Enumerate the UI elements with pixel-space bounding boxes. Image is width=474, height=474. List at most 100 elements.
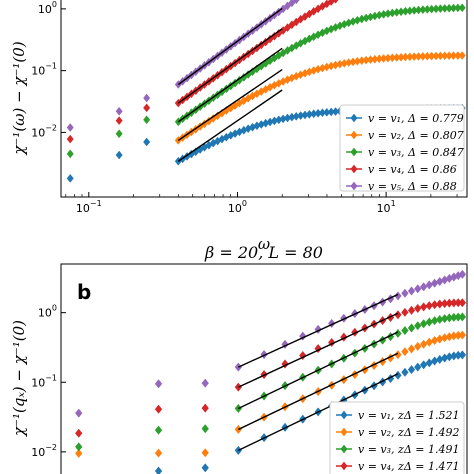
data-point [401, 347, 409, 357]
legend-label: v = v₁, zΔ = 1.521 [358, 409, 459, 422]
fit-line [238, 293, 399, 368]
legend-marker [340, 410, 348, 420]
panel-b-letter: b [77, 280, 91, 304]
legend-label: v = v₂, Δ = 0.807 [368, 129, 464, 142]
legend-marker [350, 130, 358, 140]
data-point [75, 448, 83, 459]
data-point [154, 404, 163, 414]
data-point [75, 408, 83, 418]
data-point [340, 332, 348, 342]
legend-label: v = v₃, Δ = 0.847 [368, 146, 464, 159]
panel-b-ylabel: χ⁻¹(qₓ) − χ⁻¹(0) [10, 320, 28, 437]
panel-b-title: β = 20, L = 80 [204, 243, 323, 262]
data-point [75, 442, 83, 452]
data-point [430, 356, 439, 366]
data-point [143, 115, 151, 125]
data-point [143, 137, 151, 147]
data-point [328, 337, 336, 348]
data-point [234, 403, 243, 414]
legend-label: v = v₂, zΔ = 1.492 [358, 426, 459, 439]
data-point [414, 321, 422, 331]
legend-marker [340, 427, 348, 437]
data-point [419, 319, 428, 329]
data-point [414, 284, 422, 294]
x-tick-label: 101 [377, 199, 396, 215]
y-tick-label: 10−1 [31, 62, 57, 78]
data-point [425, 358, 433, 368]
data-point [430, 278, 439, 288]
legend-marker [350, 181, 358, 191]
y-tick-label: 10−2 [31, 123, 57, 139]
legend-label: v = v₄, zΔ = 1.471 [358, 460, 459, 473]
data-point [407, 364, 416, 375]
data-point [394, 291, 402, 301]
data-point [386, 332, 395, 342]
data-point [401, 288, 409, 298]
data-point [394, 350, 402, 360]
data-point [66, 123, 74, 132]
panel-a-ylabel: χ⁻¹(ω) − χ⁻¹(0) [10, 41, 28, 155]
data-point [328, 318, 336, 329]
fit-line [238, 373, 399, 452]
data-point [154, 466, 163, 474]
legend-label: v = v₄, Δ = 0.86 [368, 163, 457, 176]
data-point [201, 378, 209, 388]
data-point [292, 0, 300, 5]
y-tick-label: 100 [38, 0, 57, 16]
panel-b: β = 20, L = 80 b 10−2 10−1 100 χ⁻¹(qₓ) − χ… [10, 243, 468, 474]
x-tick-label: 100 [228, 199, 247, 215]
data-point [401, 325, 409, 336]
data-point [115, 116, 123, 126]
data-point [201, 448, 209, 458]
data-point [154, 448, 163, 458]
data-point [394, 310, 402, 320]
fit-line [238, 312, 399, 388]
panel-b-frame [60, 263, 468, 474]
data-point [430, 335, 439, 346]
legend-marker [350, 147, 358, 157]
panel-a-xlabel: ω [258, 235, 270, 253]
data-point [115, 129, 123, 139]
y-tick-label: 10−2 [31, 443, 57, 459]
data-point [419, 339, 428, 349]
data-point [75, 428, 83, 438]
data-point [419, 302, 428, 312]
data-point [414, 341, 422, 352]
data-point [115, 106, 123, 116]
data-point [143, 93, 151, 103]
y-tick-label: 100 [38, 304, 57, 320]
data-point [401, 367, 409, 377]
legend-marker [350, 164, 358, 174]
data-point [340, 313, 348, 323]
legend-label: v = v₅, Δ = 0.88 [368, 180, 457, 193]
data-point [425, 280, 433, 290]
data-point [332, 0, 339, 4]
legend-label: v = v₁, Δ = 0.779 [368, 112, 464, 125]
data-point [407, 286, 416, 296]
fit-line [177, 28, 283, 104]
fit-line [177, 7, 283, 86]
data-point [458, 51, 466, 60]
panel-b-legend: v = v₁, zΔ = 1.521 v = v₂, zΔ = 1.492 v = … [329, 401, 465, 474]
legend-marker [350, 113, 358, 123]
data-point [394, 370, 402, 380]
x-tick-label: 10−1 [76, 199, 102, 215]
data-point [430, 316, 439, 326]
data-point [414, 303, 422, 314]
data-point [115, 150, 123, 160]
data-point [425, 337, 433, 347]
data-point [351, 327, 359, 337]
data-point [458, 3, 466, 13]
fit-line [177, 47, 283, 123]
data-point [458, 298, 467, 308]
data-point [414, 362, 422, 372]
data-point [458, 269, 467, 279]
data-point [66, 174, 74, 183]
legend-box [329, 401, 465, 474]
panel-a-frame [60, 0, 468, 198]
data-point [279, 4, 287, 14]
data-point [425, 317, 433, 327]
data-point [154, 425, 163, 435]
fit-line [177, 89, 283, 162]
